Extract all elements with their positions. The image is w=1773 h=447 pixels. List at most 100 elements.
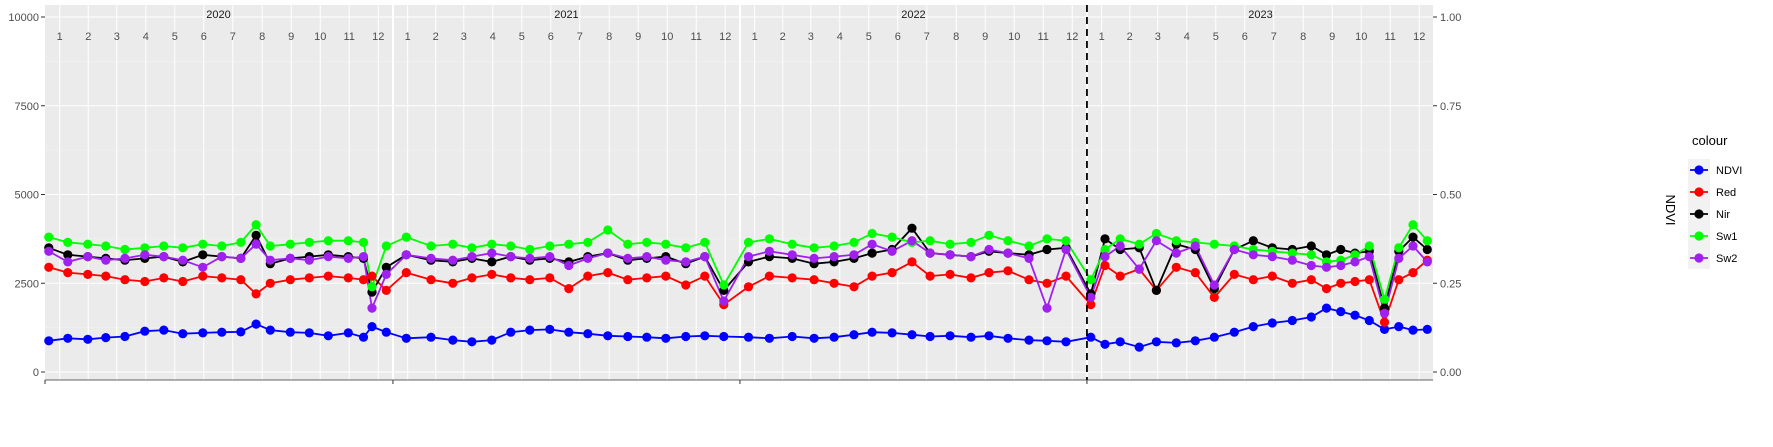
point-ndvi <box>907 330 917 340</box>
point-ndvi <box>1321 303 1332 313</box>
point-sw1 <box>719 280 729 290</box>
point-sw1 <box>681 243 691 253</box>
point-ndvi <box>545 324 555 334</box>
point-sw1 <box>1364 241 1374 251</box>
y-left-tick-label: 10000 <box>8 12 39 24</box>
point-ndvi <box>1267 318 1277 328</box>
point-sw2 <box>1151 236 1161 246</box>
month-label: 4 <box>143 31 149 43</box>
point-ndvi <box>1042 336 1052 346</box>
point-sw2 <box>159 252 169 262</box>
month-label: 6 <box>1242 31 1248 43</box>
y-right-tick-label: 0.75 <box>1440 101 1461 113</box>
point-red <box>925 271 935 281</box>
point-red <box>1336 278 1346 288</box>
point-sw1 <box>1350 250 1360 260</box>
point-red <box>83 269 93 279</box>
point-ndvi <box>764 333 775 343</box>
point-red <box>467 273 477 283</box>
legend-key-point <box>1694 187 1704 197</box>
point-sw1 <box>178 243 188 253</box>
point-red <box>381 285 391 295</box>
month-label: 5 <box>1213 31 1219 43</box>
point-red <box>1086 300 1096 310</box>
month-label: 4 <box>1184 31 1190 43</box>
point-sw2 <box>1086 292 1096 302</box>
point-red <box>426 275 436 285</box>
point-sw2 <box>120 253 130 263</box>
x-axis <box>44 379 1433 384</box>
point-sw2 <box>236 253 246 263</box>
point-sw2 <box>1042 303 1052 313</box>
point-ndvi <box>83 334 93 344</box>
month-label: 7 <box>577 31 583 43</box>
series-points <box>44 220 1432 352</box>
point-sw1 <box>545 241 555 251</box>
point-ndvi <box>198 328 208 338</box>
point-sw1 <box>603 225 613 235</box>
point-red <box>867 271 877 281</box>
point-red <box>642 273 652 283</box>
point-sw1 <box>251 220 261 230</box>
point-sw1 <box>381 241 391 251</box>
point-red <box>1042 278 1052 288</box>
point-sw1 <box>265 241 275 251</box>
point-red <box>140 276 150 287</box>
point-sw1 <box>1024 241 1034 251</box>
month-label: 2 <box>780 31 786 43</box>
legend-label-red: Red <box>1716 187 1736 199</box>
month-label: 9 <box>982 31 988 43</box>
y-right-tick-label: 1.00 <box>1440 12 1461 24</box>
point-sw2 <box>829 252 839 262</box>
point-nir <box>867 248 877 258</box>
point-sw1 <box>1134 239 1144 249</box>
point-sw1 <box>426 241 436 251</box>
point-sw1 <box>809 243 819 253</box>
month-label: 8 <box>259 31 265 43</box>
point-nir <box>198 250 208 260</box>
point-sw2 <box>1336 260 1346 271</box>
point-sw2 <box>545 252 555 262</box>
point-sw1 <box>343 236 353 246</box>
point-red <box>1024 275 1034 285</box>
month-label: 3 <box>461 31 467 43</box>
month-label: 2 <box>85 31 91 43</box>
point-sw2 <box>809 253 819 263</box>
point-sw1 <box>787 239 797 249</box>
legend-title: colour <box>1692 133 1728 148</box>
point-ndvi <box>265 325 275 335</box>
point-sw2 <box>367 303 377 313</box>
point-nir <box>1151 285 1161 295</box>
facet-panel-2022 <box>740 5 1086 380</box>
point-ndvi <box>1422 324 1432 334</box>
point-sw1 <box>966 237 976 247</box>
point-sw2 <box>343 253 353 263</box>
facet-panels <box>45 5 1433 380</box>
month-label: 11 <box>344 31 355 43</box>
point-nir <box>1408 232 1418 242</box>
legend-label-nir: Nir <box>1716 209 1730 221</box>
month-label: 5 <box>866 31 872 43</box>
point-sw2 <box>83 252 93 262</box>
point-sw2 <box>178 255 188 265</box>
point-red <box>1003 266 1013 276</box>
point-sw1 <box>44 232 54 242</box>
month-label: 7 <box>1271 31 1277 43</box>
point-sw2 <box>198 262 208 272</box>
point-sw2 <box>426 253 436 263</box>
point-red <box>343 273 353 283</box>
point-red <box>304 273 314 283</box>
point-ndvi <box>44 336 54 346</box>
point-sw2 <box>719 296 729 306</box>
point-sw2 <box>945 250 955 260</box>
point-red <box>198 271 208 281</box>
point-sw2 <box>867 239 877 249</box>
month-label: 7 <box>230 31 236 43</box>
point-red <box>251 289 261 299</box>
point-sw2 <box>907 236 917 246</box>
point-red <box>623 275 633 285</box>
y-right-tick-label: 0.50 <box>1440 190 1461 202</box>
point-sw2 <box>1190 241 1200 251</box>
point-sw2 <box>603 248 613 258</box>
